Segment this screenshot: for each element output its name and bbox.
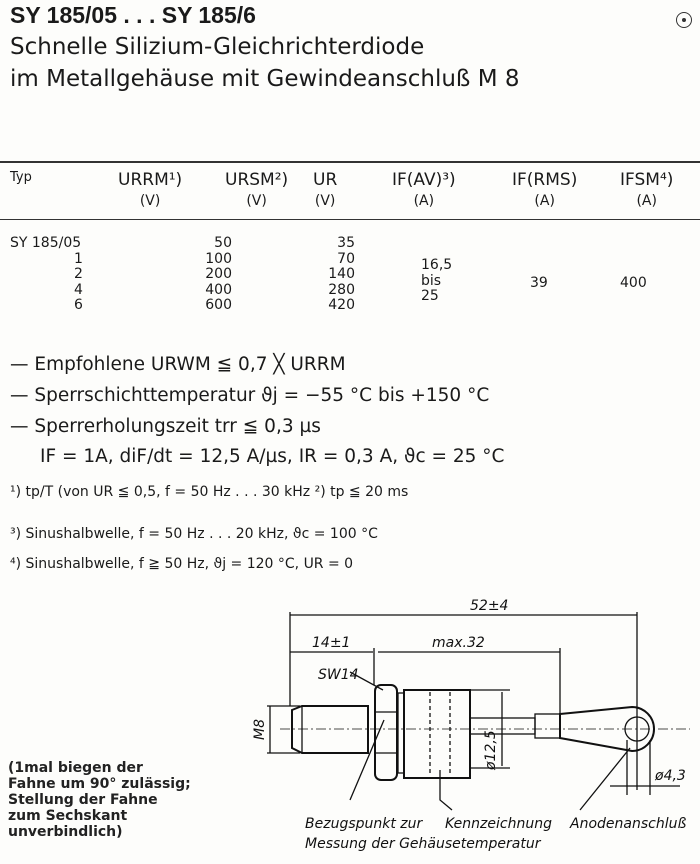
spec-junction-temp: — Sperrschichttemperatur ϑj = −55 °C bis… [10,385,490,406]
dim-total-length: 52±4 [470,598,508,614]
table-cell: 50 [214,235,232,251]
footnote-3: ³) Sinushalbwelle, f = 50 Hz . . . 20 kH… [10,526,378,542]
title: SY 185/05 . . . SY 185/6 [10,2,256,28]
col-typ: SY 185/05 1 2 4 6 [10,235,83,314]
body-diameter-label: ø12,5 [483,730,499,771]
table-cell: 6 [74,297,83,313]
col-urrm: 50 100 200 400 600 [200,235,232,314]
col-ur: 35 70 140 280 420 [322,235,355,314]
dim-body-length: max.32 [432,635,485,651]
header-ifrms: IF(RMS) (A) [512,170,578,209]
footnote-1-2: ¹) tp/T (von UR ≦ 0,5, f = 50 Hz . . . 3… [10,484,409,500]
label-reference-point-1: Bezugspunkt zur [305,816,424,832]
header-ifsm: IFSM⁴) (A) [620,170,674,209]
dim-thread-length: 14±1 [312,635,350,651]
spec-recovery-time: — Sperrerholungszeit trr ≦ 0,3 µs [10,416,321,437]
header-ursm: URSM²) (V) [225,170,289,209]
subtitle-line1: Schnelle Silizium-Gleichrichterdiode [10,34,425,60]
table-header-rule [0,219,700,220]
label-reference-point-2: Messung der Gehäusetemperatur [305,836,542,852]
header-urrm: URRM¹) (V) [118,170,183,209]
table-cell: 200 [205,266,232,282]
subtitle-line2: im Metallgehäuse mit Gewindeanschluß M 8 [10,66,520,92]
table-cell: 600 [205,297,232,313]
spec-test-conditions: IF = 1A, diF/dt = 12,5 A/µs, IR = 0,3 A,… [40,446,505,467]
bending-note: (1mal biegen der Fahne um 90° zulässig; … [8,760,191,840]
table-top-rule [0,161,700,163]
cell-ifsm: 400 [620,275,647,291]
table-cell: 140 [328,266,355,282]
spec-urwm: — Empfohlene URWM ≦ 0,7 ╳ URRM [10,354,346,375]
label-anode-terminal: Anodenanschluß [569,816,686,832]
footnote-4: ⁴) Sinushalbwelle, f ≧ 50 Hz, ϑj = 120 °… [10,556,354,572]
label-marking: Kennzeichnung [445,816,552,832]
table-cell: 280 [328,281,355,298]
cell-ifrms: 39 [530,275,548,291]
registration-mark-icon [676,12,692,28]
table-cell: 400 [205,281,232,298]
table-cell: 4 [74,281,83,298]
table-cell: 2 [74,266,83,282]
table-cell: 100 [205,250,232,267]
table-cell: bis [421,272,442,289]
table-cell: 35 [337,235,355,251]
header-ifav: IF(AV)³) (A) [392,170,456,209]
table-cell: SY 185/05 [10,235,82,251]
wrench-size-label: SW14 [318,667,359,683]
table-cell: 1 [74,250,83,267]
table-cell: 25 [421,288,439,304]
table-cell: 420 [328,297,355,313]
table-cell: 16,5 [421,257,453,273]
eye-diameter-label: ø4,3 [654,768,686,784]
thread-label: M8 [252,719,268,740]
header-ur: UR (V) [313,170,338,209]
header-typ: Typ [10,170,32,185]
table-cell: 70 [337,250,355,267]
col-ifav: 16,5 bis 25 [421,257,453,305]
